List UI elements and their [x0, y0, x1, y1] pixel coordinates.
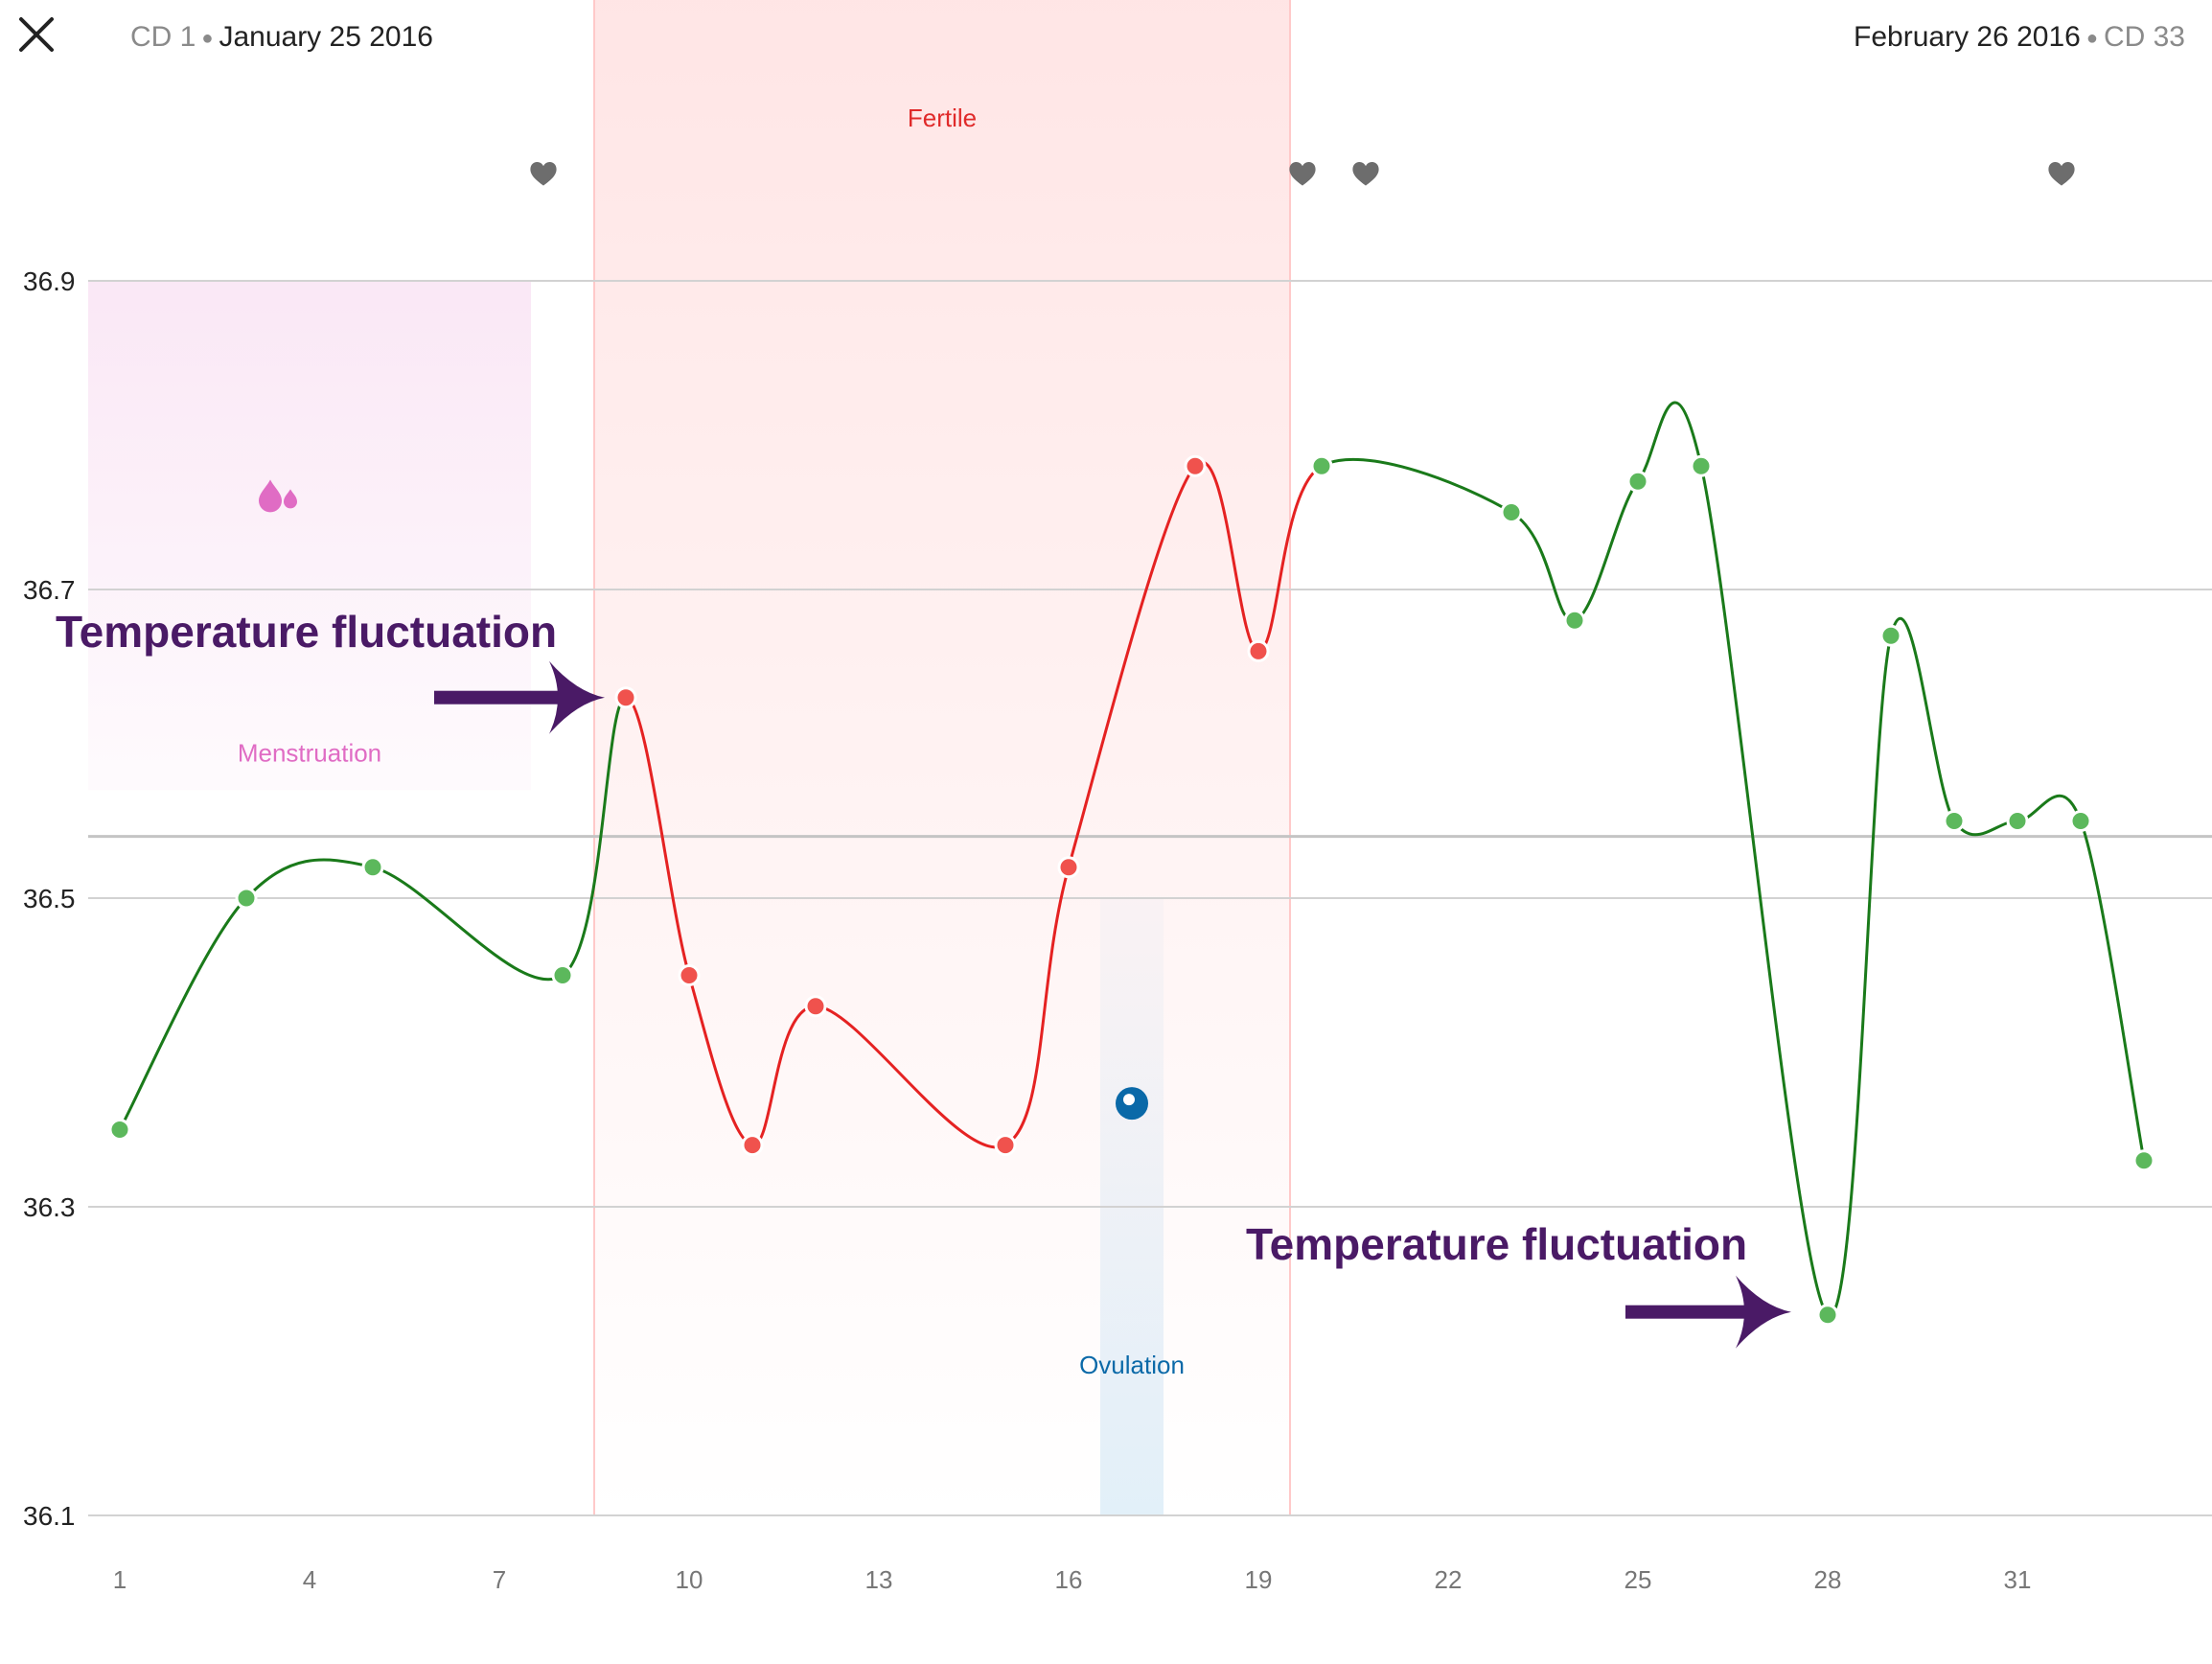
temperature-line-segment [815, 1005, 1006, 1149]
menstruation-label: Menstruation [238, 738, 381, 767]
heart-icon [1289, 162, 1316, 186]
y-tick-label: 36.9 [23, 266, 76, 296]
x-tick-label: 25 [1624, 1565, 1652, 1594]
temperature-line-segment [1699, 465, 1830, 1316]
x-tick-label: 1 [113, 1565, 127, 1594]
temperature-line-segment [1067, 465, 1197, 868]
temperature-point[interactable] [804, 995, 827, 1018]
temperature-point[interactable] [2069, 810, 2092, 832]
menstruation-band [88, 281, 531, 791]
temperature-point[interactable] [108, 1119, 131, 1141]
end-date: February 26 2016 [1854, 21, 2081, 53]
temperature-line-segment [1321, 457, 1512, 514]
x-tick-label: 22 [1435, 1565, 1463, 1594]
annotation-arrow-shaft [434, 690, 576, 705]
fertile-label: Fertile [908, 104, 977, 132]
x-tick-label: 4 [303, 1565, 316, 1594]
temperature-point[interactable] [551, 964, 574, 986]
annotation-arrow-head [549, 660, 605, 734]
y-tick-label: 36.3 [23, 1192, 76, 1222]
blood-drop-large [259, 479, 282, 513]
x-tick-label: 19 [1245, 1565, 1273, 1594]
x-tick-label: 7 [493, 1565, 506, 1594]
ovulation-marker-dot [1123, 1094, 1135, 1106]
ovulation-label: Ovulation [1079, 1351, 1185, 1379]
heart-icon [530, 162, 557, 186]
x-tick-label: 31 [2004, 1565, 2032, 1594]
heart-icon [1352, 162, 1379, 186]
temperature-point[interactable] [1690, 454, 1713, 477]
temperature-point[interactable] [1184, 454, 1207, 477]
temperature-point[interactable] [1943, 810, 1966, 832]
temperature-point[interactable] [741, 1134, 764, 1157]
annotation-arrow-head [1736, 1275, 1791, 1349]
temperature-point[interactable] [1247, 639, 1270, 662]
heart-icon [2048, 162, 2075, 186]
end-cycle-day: CD 33 [2103, 21, 2185, 53]
temperature-line-segment [1004, 867, 1071, 1146]
start-date: January 25 2016 [219, 21, 433, 53]
temperature-line-segment [625, 696, 691, 976]
temperature-point[interactable] [1816, 1304, 1839, 1327]
blood-drop-small [284, 489, 297, 509]
temperature-line-segment [1827, 635, 1893, 1317]
x-tick-label: 13 [865, 1565, 893, 1594]
cycle-start-info: CD 1 ● January 25 2016 [130, 21, 433, 53]
temperature-line-segment [1889, 616, 1956, 822]
y-tick-label: 36.7 [23, 575, 76, 605]
temperature-line-segment [1574, 480, 1640, 622]
close-button[interactable] [13, 12, 59, 58]
y-tick-label: 36.5 [23, 884, 76, 913]
temperature-point[interactable] [1310, 454, 1333, 477]
annotation-label: Temperature fluctuation [56, 607, 557, 657]
temperature-point[interactable] [678, 964, 701, 986]
x-tick-label: 10 [676, 1565, 703, 1594]
temperature-point[interactable] [361, 856, 384, 879]
x-tick-label: 28 [1814, 1565, 1842, 1594]
temperature-line-segment [1510, 511, 1576, 622]
temperature-point[interactable] [235, 887, 258, 910]
close-icon [19, 17, 54, 52]
temperature-line-segment [562, 696, 627, 977]
temperature-point[interactable] [1879, 624, 1902, 647]
temperature-point[interactable] [614, 686, 637, 709]
temperature-point[interactable] [1626, 470, 1649, 493]
y-tick-label: 36.1 [23, 1501, 76, 1531]
temperature-point[interactable] [1057, 856, 1080, 879]
temperature-line-segment [118, 896, 248, 1131]
fertile-window-band [594, 0, 1290, 1515]
temperature-line-segment [1636, 401, 1703, 483]
temperature-point[interactable] [1500, 501, 1523, 523]
temperature-line-segment [244, 858, 374, 900]
start-cycle-day: CD 1 [130, 21, 196, 53]
temperature-point[interactable] [2132, 1149, 2155, 1172]
annotation-arrow-shaft [1625, 1305, 1763, 1319]
annotation-label: Temperature fluctuation [1246, 1219, 1747, 1269]
x-tick-label: 16 [1055, 1565, 1083, 1594]
temperature-line-segment [2079, 820, 2146, 1161]
temperature-point[interactable] [994, 1134, 1017, 1157]
blood-drops-icon [259, 479, 297, 513]
temperature-point[interactable] [1563, 609, 1586, 632]
temperature-point[interactable] [2006, 810, 2029, 832]
temperature-line-segment [372, 866, 564, 982]
cycle-end-info: February 26 2016 ● CD 33 [1854, 21, 2185, 53]
temperature-line-segment [1193, 460, 1259, 653]
